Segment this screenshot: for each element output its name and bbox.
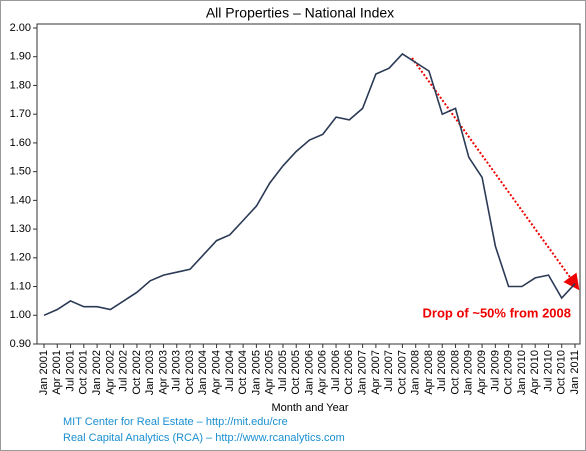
plot-area	[36, 23, 581, 345]
x-tick-label: Jul 2003	[171, 350, 183, 392]
source-note: Real Capital Analytics (RCA) – http://ww…	[63, 432, 345, 444]
x-tick-label: Jul 2006	[330, 350, 342, 392]
x-tick-label: Jan 2004	[197, 350, 209, 395]
x-tick-label: Jul 2002	[118, 350, 130, 392]
x-tick-label: Oct 2001	[78, 350, 90, 395]
x-tick-label: Oct 2002	[131, 350, 143, 395]
x-tick-label: Oct 2006	[343, 350, 355, 395]
x-tick-label: Apr 2003	[157, 350, 169, 395]
x-tick-label: Jan 2006	[303, 350, 315, 395]
x-tick-label: Jan 2010	[516, 350, 528, 395]
y-tick-label: 1.30	[10, 223, 31, 235]
x-tick-label: Jul 2005	[277, 350, 289, 392]
x-tick-label: Oct 2009	[503, 350, 515, 395]
x-tick-label: Oct 2005	[290, 350, 302, 395]
data-line	[43, 52, 576, 317]
x-tick-label: Apr 2009	[476, 350, 488, 395]
x-tick-label: Jan 2001	[38, 350, 50, 395]
x-tick-label: Jan 2002	[91, 350, 103, 395]
y-tick-label: 2.00	[10, 22, 31, 34]
x-tick-label: Apr 2007	[370, 350, 382, 395]
x-tick-label: Apr 2001	[51, 350, 63, 395]
x-axis-title: Month and Year	[271, 402, 348, 414]
x-tick-label: Apr 2010	[529, 350, 541, 395]
y-tick-label: 1.10	[10, 280, 31, 292]
source-note: MIT Center for Real Estate – http://mit.…	[63, 416, 288, 428]
y-tick-label: 1.50	[10, 166, 31, 178]
x-tick-label: Apr 2004	[210, 350, 222, 395]
x-tick-label: Oct 2008	[449, 350, 461, 395]
y-tick-label: 0.90	[10, 338, 31, 350]
y-tick-label: 1.40	[10, 194, 31, 206]
x-tick-label: Jul 2004	[224, 350, 236, 392]
y-tick-label: 1.00	[10, 309, 31, 321]
x-tick-label: Jul 2008	[436, 350, 448, 392]
x-tick-label: Jul 2001	[64, 350, 76, 392]
x-tick-label: Jul 2007	[383, 350, 395, 392]
x-tick-label: Oct 2010	[556, 350, 568, 395]
x-tick-label: Apr 2008	[423, 350, 435, 395]
y-tick-label: 1.20	[10, 252, 31, 264]
x-tick-label: Jul 2009	[489, 350, 501, 392]
y-tick-label: 1.80	[10, 79, 31, 91]
x-tick-label: Apr 2006	[317, 350, 329, 395]
x-tick-label: Oct 2004	[237, 350, 249, 395]
trend-arrow	[411, 57, 580, 291]
x-tick-label: Apr 2005	[264, 350, 276, 395]
annotation: Drop of ~50% from 2008	[423, 305, 571, 320]
y-tick-label: 1.90	[10, 51, 31, 63]
x-tick-label: Jan 2008	[410, 350, 422, 395]
x-tick-label: Apr 2002	[104, 350, 116, 395]
y-tick-label: 1.60	[10, 137, 31, 149]
x-tick-label: Oct 2007	[396, 350, 408, 395]
x-tick-label: Jan 2009	[463, 350, 475, 395]
x-tick-label: Oct 2003	[184, 350, 196, 395]
x-tick-label: Jan 2007	[357, 350, 369, 395]
x-tick-label: Jul 2010	[542, 350, 554, 392]
y-tick-label: 1.70	[10, 108, 31, 120]
x-tick-label: Jan 2011	[569, 350, 581, 394]
chart-title: All Properties – National Index	[206, 5, 394, 21]
x-tick-label: Jan 2005	[250, 350, 262, 395]
x-tick-label: Jan 2003	[144, 350, 156, 395]
